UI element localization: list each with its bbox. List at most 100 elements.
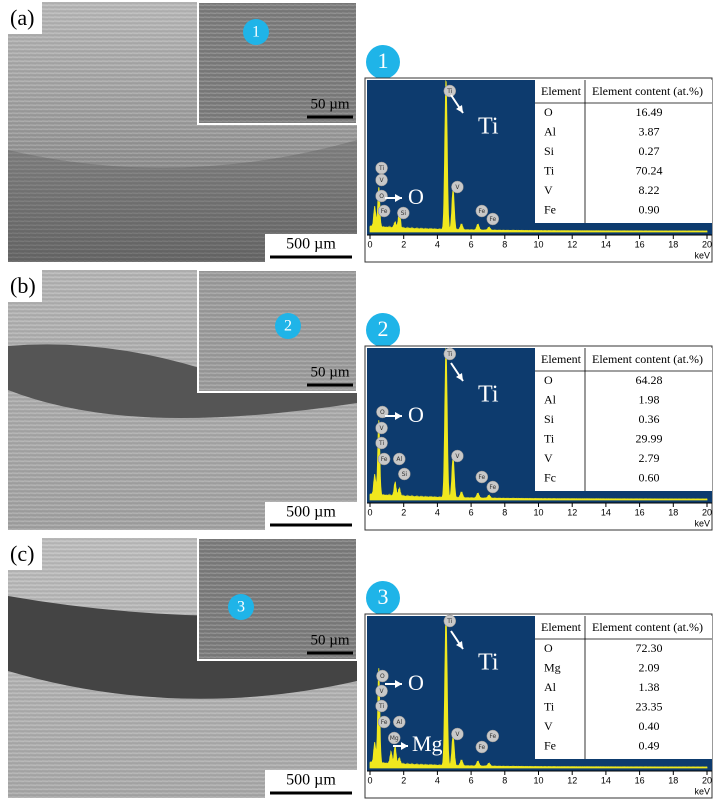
table-cell: 2.79	[639, 451, 660, 465]
arrow-head	[456, 373, 463, 381]
peak-label: Mg	[390, 735, 399, 742]
x-tick-label: 20	[702, 507, 712, 517]
spot-marker-text: 1	[378, 48, 389, 73]
table-header: Element	[541, 352, 582, 366]
arrow-head	[401, 742, 408, 750]
x-tick-label: 10	[533, 507, 543, 517]
annotation: Ti	[478, 650, 499, 676]
label-bg	[8, 270, 42, 302]
x-tick-label: 14	[601, 775, 611, 785]
peak-badge	[393, 715, 406, 729]
table-bg	[535, 348, 712, 491]
spot-marker	[366, 581, 400, 615]
peak-label: Fe	[489, 733, 496, 740]
x-unit: keV	[694, 518, 710, 528]
spectrum-trace	[369, 347, 708, 501]
arrow-head	[395, 194, 402, 202]
table-bg	[535, 616, 712, 759]
peak-label: Fe	[381, 456, 388, 463]
x-tick-label: 12	[567, 775, 577, 785]
x-tick-label: 10	[533, 239, 543, 249]
spectrum-trace	[369, 79, 708, 233]
x-tick-label: 10	[533, 775, 543, 785]
label-bg	[8, 538, 42, 570]
x-tick-label: 14	[601, 239, 611, 249]
annotation: Ti	[478, 114, 499, 140]
annotation: Ti	[478, 382, 499, 408]
inset-scale-label: 50 µm	[310, 632, 349, 648]
peak-label: Fe	[381, 208, 388, 215]
peak-label: Fe	[478, 208, 485, 215]
x-tick-label: 16	[635, 775, 645, 785]
spectrum-trace	[369, 615, 708, 769]
peak-label: Fe	[489, 216, 496, 223]
x-tick-label: 18	[668, 775, 678, 785]
x-tick-label: 2	[401, 239, 406, 249]
arrow-head	[456, 105, 463, 113]
inset-marker	[275, 313, 301, 339]
inset-texture	[199, 539, 356, 659]
peak-badge	[376, 669, 389, 683]
peak-badge	[377, 452, 391, 466]
peak-badge	[393, 452, 406, 466]
peak-badge	[375, 173, 388, 187]
table-cell: O	[544, 373, 553, 387]
peak-label: Al	[396, 719, 402, 726]
table-cell: 29.99	[636, 431, 663, 445]
peak-badge	[451, 449, 464, 463]
table-cell: 0.90	[639, 202, 660, 216]
peak-label: Ti	[446, 88, 452, 95]
inset-scale-label: 50 µm	[310, 364, 349, 380]
x-tick-label: 8	[502, 507, 507, 517]
peak-badge	[398, 467, 411, 481]
spot-marker-text: 2	[378, 316, 389, 341]
x-tick-label: 18	[668, 239, 678, 249]
table-header: Element	[541, 620, 582, 634]
table-cell: Ti	[544, 431, 555, 445]
table-cell: 0.60	[639, 470, 660, 484]
annotation: O	[408, 402, 424, 427]
peak-badge	[443, 614, 457, 628]
peak-label: Ti	[378, 440, 384, 447]
peak-badge	[387, 731, 401, 745]
arrow-head	[395, 680, 402, 688]
table-bg	[535, 80, 712, 223]
peak-label: O	[379, 193, 384, 200]
table-cell: 0.27	[639, 144, 660, 158]
peak-badge	[486, 480, 500, 494]
peak-badge	[451, 727, 464, 741]
peak-badge	[475, 204, 489, 218]
peak-label: Ti	[378, 703, 384, 710]
peak-label: Al	[396, 456, 402, 463]
table-cell: Ti	[544, 163, 555, 177]
annotation: O	[408, 184, 424, 209]
table-cell: Fe	[544, 202, 556, 216]
scale-label: 500 µm	[286, 772, 336, 789]
panel-label: (a)	[10, 5, 34, 30]
table-cell: 3.87	[639, 124, 660, 138]
table-cell: Mg	[544, 660, 561, 674]
peak-label: Ti	[446, 618, 452, 625]
peak-badge	[443, 84, 457, 98]
table-cell: Ti	[544, 699, 555, 713]
table-cell: V	[544, 451, 553, 465]
x-tick-label: 0	[367, 507, 372, 517]
table-cell: Si	[544, 412, 555, 426]
arrow-head	[395, 412, 402, 420]
peak-badge	[375, 189, 388, 203]
table-cell: 8.22	[639, 183, 660, 197]
inset-marker-text: 1	[252, 24, 260, 41]
x-tick-label: 6	[469, 775, 474, 785]
x-tick-label: 8	[502, 239, 507, 249]
x-unit: keV	[694, 250, 710, 260]
x-tick-label: 12	[567, 239, 577, 249]
table-cell: V	[544, 719, 553, 733]
table-header: Element	[541, 84, 582, 98]
peak-label: V	[455, 453, 460, 460]
table-cell: O	[544, 105, 553, 119]
scale-label: 500 µm	[286, 504, 336, 521]
peak-badge	[475, 470, 489, 484]
